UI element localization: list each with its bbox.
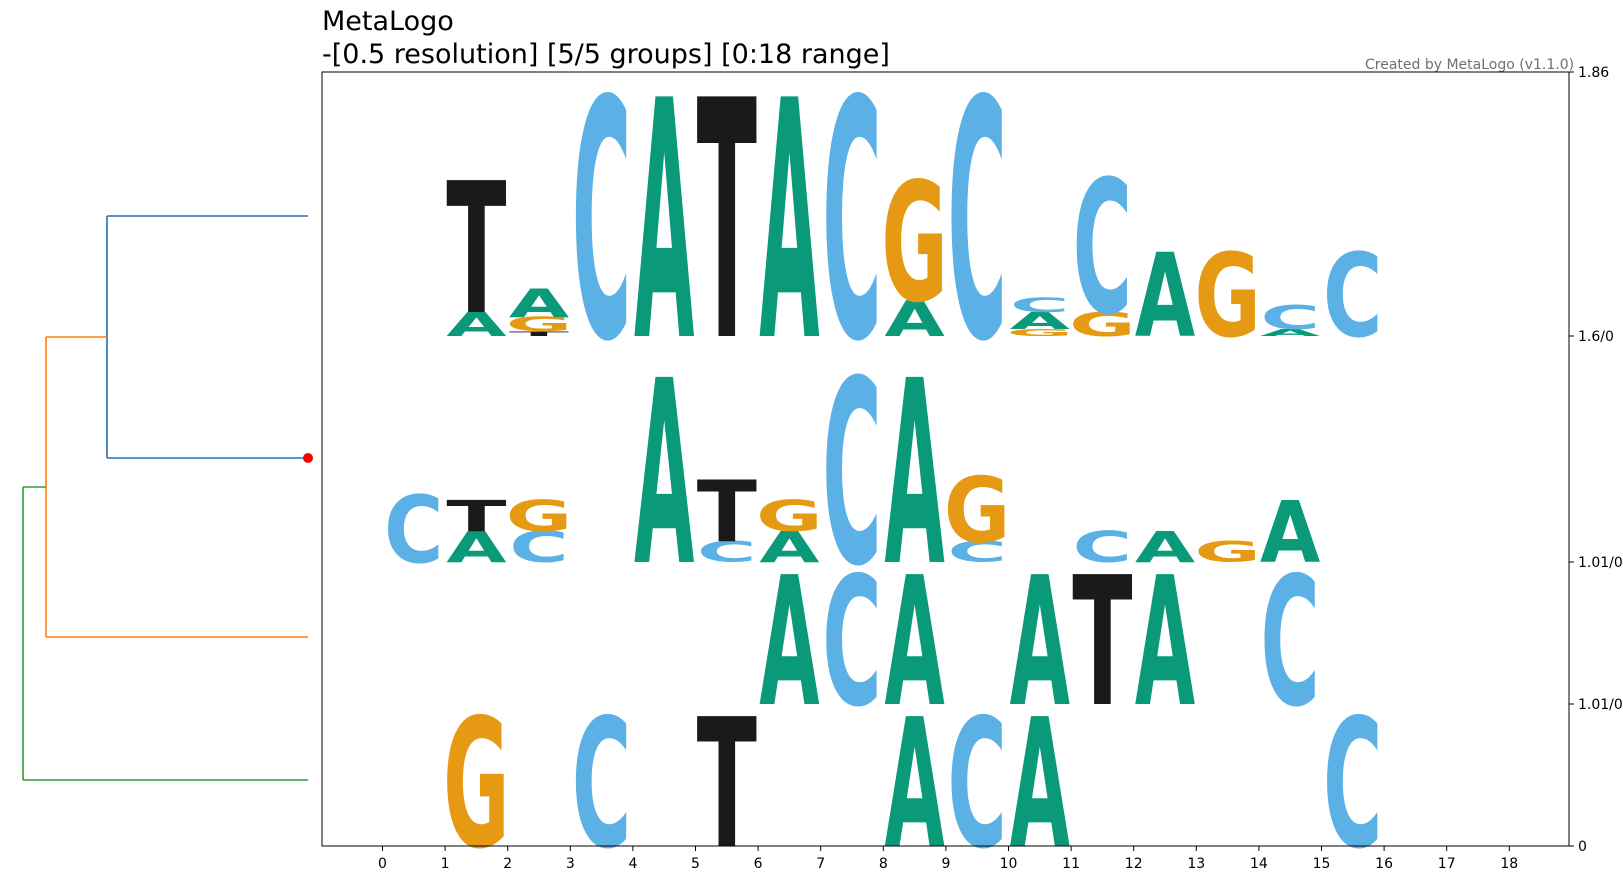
logo-letter-A: A bbox=[446, 523, 507, 572]
logo-letter-C: C bbox=[1073, 141, 1133, 356]
logo-letter-A: A bbox=[634, 32, 694, 415]
logo-letter-C: C bbox=[822, 33, 882, 415]
logo-letter-A: A bbox=[446, 306, 506, 344]
logo-letter-G: G bbox=[1069, 306, 1136, 344]
logo-letter-A: A bbox=[509, 280, 570, 326]
logo-letter-A: A bbox=[1010, 539, 1070, 746]
logo-letter-C: C bbox=[384, 476, 444, 585]
logo-letter-G: G bbox=[1007, 327, 1074, 339]
logo-letter-T: T bbox=[697, 31, 757, 413]
logo-letter-C: C bbox=[822, 328, 882, 623]
logo-letter-T: T bbox=[446, 144, 506, 355]
x-tick-label: 0 bbox=[378, 856, 387, 872]
x-tick-label: 17 bbox=[1438, 856, 1456, 872]
logo-letter-T: T bbox=[509, 330, 570, 338]
logo-letter-T: T bbox=[1072, 541, 1132, 748]
x-tick-label: 12 bbox=[1125, 856, 1143, 872]
dendrogram bbox=[22, 215, 313, 781]
logo-letter-C: C bbox=[1260, 299, 1320, 337]
right-axis: 1.86 1.6/0 1.01/0 1.01/0 0 bbox=[1569, 65, 1623, 855]
logo-letter-C: C bbox=[947, 536, 1006, 569]
logo-letter-C: C bbox=[947, 681, 1006, 876]
logo-letter-A: A bbox=[1010, 308, 1071, 335]
logo-letter-A: A bbox=[884, 328, 944, 623]
chart-subtitle: -[0.5 resolution] [5/5 groups] [0:18 ran… bbox=[322, 39, 890, 70]
logo-letter-G: G bbox=[944, 458, 1011, 563]
logo-letter-G: G bbox=[443, 681, 510, 876]
right-tick-label: 1.6/0 bbox=[1578, 329, 1614, 345]
x-tick-label: 9 bbox=[941, 856, 950, 872]
logo-letter-C: C bbox=[947, 33, 1007, 415]
logo-letter-A: A bbox=[884, 681, 944, 876]
logo-letter-C: C bbox=[1010, 294, 1070, 317]
logo-letter-C: C bbox=[1323, 681, 1382, 876]
right-tick-label: 1.86 bbox=[1578, 65, 1609, 81]
logo-letter-A: A bbox=[1260, 327, 1320, 339]
selected-leaf-marker bbox=[303, 453, 313, 463]
logo-letter-C: C bbox=[572, 33, 632, 415]
logo-letter-C: C bbox=[1260, 539, 1319, 746]
logo-letter-G: G bbox=[881, 148, 948, 340]
x-tick-label: 15 bbox=[1313, 856, 1331, 872]
x-tick-label: 5 bbox=[691, 856, 700, 872]
logo-letter-C: C bbox=[572, 681, 631, 876]
right-tick-label: 0 bbox=[1578, 839, 1587, 855]
logo-letter-G: G bbox=[506, 492, 573, 541]
x-tick-label: 4 bbox=[628, 856, 637, 872]
logo-letter-G: G bbox=[506, 313, 573, 336]
right-tick-label: 1.01/0 bbox=[1578, 697, 1623, 713]
x-tick-label: 18 bbox=[1500, 856, 1518, 872]
chart-title: MetaLogo bbox=[322, 6, 454, 37]
logo-letter-A: A bbox=[1260, 484, 1320, 583]
x-axis: 0 1 2 3 4 5 6 7 8 9 10 11 12 13 14 15 16 17 18 bbox=[378, 846, 1518, 872]
logo-letter-A: A bbox=[759, 32, 819, 415]
logo-letter-A: A bbox=[759, 539, 819, 746]
x-tick-label: 6 bbox=[754, 856, 763, 872]
logo-letter-T: T bbox=[446, 493, 506, 542]
x-tick-label: 2 bbox=[503, 856, 512, 872]
logo-letter-C: C bbox=[697, 536, 756, 569]
logo-letter-T: T bbox=[697, 683, 757, 876]
logo-letter-A: A bbox=[1135, 523, 1196, 572]
x-tick-label: 10 bbox=[1000, 856, 1018, 872]
logo-letter-G: G bbox=[1194, 231, 1261, 364]
logo-letter-A: A bbox=[884, 539, 944, 746]
x-tick-label: 3 bbox=[566, 856, 575, 872]
x-tick-label: 8 bbox=[879, 856, 888, 872]
x-tick-label: 13 bbox=[1187, 856, 1205, 872]
x-tick-label: 14 bbox=[1250, 856, 1268, 872]
credit-text: Created by MetaLogo (v1.1.0) bbox=[1365, 57, 1575, 73]
x-tick-label: 1 bbox=[441, 856, 450, 872]
x-tick-label: 16 bbox=[1375, 856, 1393, 872]
logo-letter-C: C bbox=[1073, 523, 1132, 572]
logo-letter-A: A bbox=[884, 291, 945, 348]
x-tick-label: 11 bbox=[1062, 856, 1080, 872]
logo-letter-G: G bbox=[1194, 536, 1261, 569]
x-tick-label: 7 bbox=[816, 856, 825, 872]
logo-letter-C: C bbox=[1323, 231, 1383, 364]
logo-letter-G: G bbox=[756, 492, 823, 541]
right-tick-label: 1.01/0 bbox=[1578, 555, 1623, 571]
logo-letter-A: A bbox=[759, 523, 820, 572]
logo-letter-A: A bbox=[1135, 231, 1195, 364]
logo-letter-T: T bbox=[697, 464, 757, 562]
logo-letter-C: C bbox=[822, 539, 881, 746]
logo-letter-C: C bbox=[509, 523, 568, 572]
logo-letter-A: A bbox=[1010, 681, 1070, 876]
logo-letter-A: A bbox=[1135, 539, 1195, 746]
logo-letter-A: A bbox=[634, 328, 694, 623]
